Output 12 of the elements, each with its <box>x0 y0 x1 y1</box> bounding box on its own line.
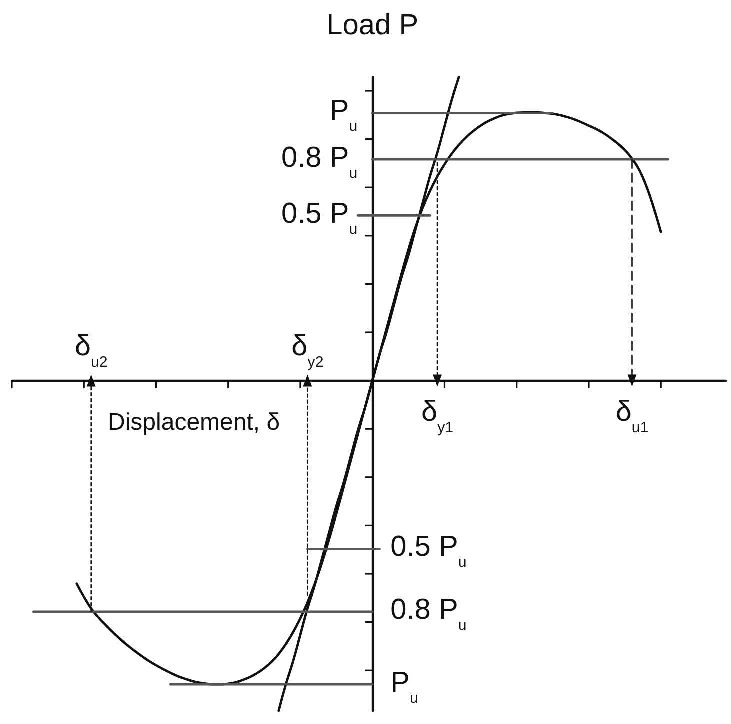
x-tick-label: δ$_{y2}$ <box>292 330 324 371</box>
x-tick-label: δ$_{u1}$ <box>616 396 649 436</box>
series-label: 0.5 P$_{u}$ <box>281 198 358 238</box>
series-label: 0.8 P$_{u}$ <box>390 594 467 634</box>
series-label: 0.5 P$_{u}$ <box>390 531 467 572</box>
y-axis-title: Load P <box>326 10 419 42</box>
series-label: P$_{u}$ <box>330 95 358 136</box>
series-label: 0.8 P$_{u}$ <box>281 141 358 182</box>
x-tick-label: δ$_{u2}$ <box>74 330 108 371</box>
x-axis-title: Displacement, δ <box>108 408 280 436</box>
series-label: P$_{u}$ <box>390 666 418 707</box>
x-tick-label: δ$_{y1}$ <box>421 396 454 436</box>
